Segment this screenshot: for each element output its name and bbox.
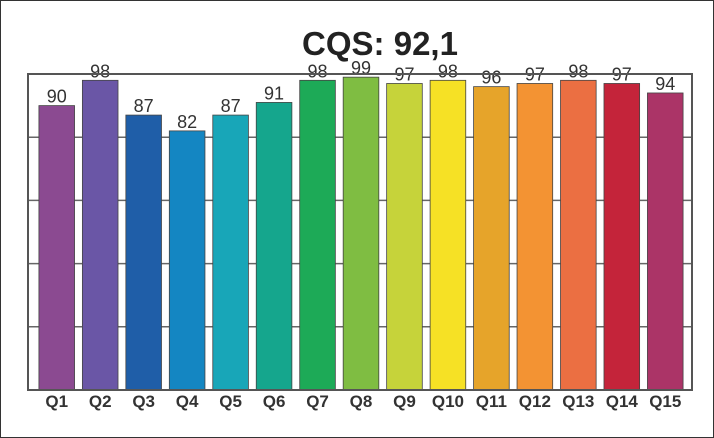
category-label: Q11 [476,392,507,411]
plot-border [27,73,693,391]
bar-q1 [38,105,75,391]
category-label: Q15 [649,392,681,411]
category-label: Q5 [219,392,242,411]
value-label: 82 [177,112,197,132]
bar-q8 [342,76,380,391]
value-label: 98 [568,61,588,81]
bar-q6 [255,102,293,391]
value-label: 90 [47,87,67,107]
category-label: Q2 [89,392,112,411]
bar-q11 [473,86,510,391]
category-label: Q14 [606,392,639,411]
value-label: 96 [481,68,501,88]
category-label: Q12 [519,392,551,411]
bar-q12 [516,83,554,391]
category-label: Q9 [393,392,416,411]
value-label: 98 [90,61,110,81]
value-label: 98 [308,61,328,81]
bar-q2 [81,79,119,391]
value-label: 94 [655,74,675,94]
category-label: Q6 [263,392,286,411]
value-label: 87 [221,96,241,116]
bar-q10 [429,79,467,391]
value-label: 98 [438,61,458,81]
bar-q14 [603,83,641,391]
bar-q3 [125,114,162,391]
bar-q13 [560,79,597,391]
category-labels: Q1 Q2 Q3 Q4 Q5 Q6 Q7 Q8 Q9 Q10 Q11 Q12 Q13 Q14 Q15 [45,392,681,411]
value-label: 91 [264,83,284,103]
value-label: 87 [134,96,154,116]
bar-q7 [299,79,336,391]
category-label: Q4 [176,392,199,411]
bar-q4 [168,130,206,391]
bar-q15 [647,92,684,391]
category-label: Q8 [350,392,373,411]
bar-q5 [212,114,249,391]
category-label: Q1 [45,392,68,411]
category-label: Q13 [562,392,594,411]
category-label: Q3 [132,392,155,411]
category-label: Q7 [306,392,329,411]
value-label: 99 [351,58,371,78]
bar-q9 [386,83,423,391]
bars [38,76,684,391]
category-label: Q10 [432,392,464,411]
chart-title: CQS: 92,1 [302,25,458,62]
